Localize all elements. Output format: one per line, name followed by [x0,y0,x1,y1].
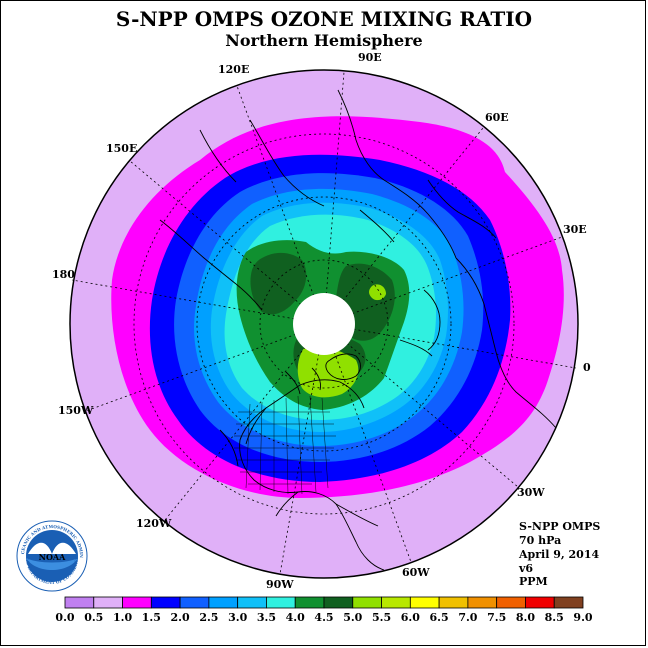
info-pressure: 70 hPa [519,534,562,547]
longitude-label: 30W [517,486,545,499]
longitude-label: 180 [52,268,75,281]
map-subtitle: Northern Hemisphere [225,31,423,50]
colorbar-tick-label: 5.5 [372,611,391,624]
coastlines [159,89,557,571]
colorbar-swatch [467,596,498,609]
info-instrument: S-NPP OMPS [519,520,601,533]
colorbar-tick-label: 9.0 [573,611,592,624]
colorbar-tick-label: 7.5 [487,611,506,624]
colorbar-tick-label: 5.0 [343,611,362,624]
colorbar-swatch [438,596,469,609]
colorbar-tick-label: 6.0 [401,611,420,624]
info-units: PPM [519,575,548,588]
colorbar-tick-label: 6.5 [430,611,449,624]
graticule [71,71,577,575]
longitude-label: 150E [106,142,137,155]
colorbar-swatch [122,596,152,609]
longitude-labels: 90E 60E 30E 0 30W 60W 90W 120W 150W 180 150E 120E [52,51,591,591]
colorbar-swatch [294,596,325,609]
colorbar-swatch [150,596,181,609]
colorbar-swatch [381,596,411,609]
colorbar-tick-label: 8.5 [545,611,564,624]
longitude-label: 90E [358,51,382,64]
colorbar-tick-label: 2.0 [171,611,190,624]
colorbar-swatch [266,596,296,609]
us-grid [234,395,336,495]
colorbar-tick-label: 1.0 [113,611,132,624]
colorbar-tick-label: 8.0 [516,611,535,624]
colorbar-swatch [237,596,267,609]
map-boundary [69,69,579,579]
info-version: v6 [519,562,534,575]
longitude-label: 120E [218,63,249,76]
colorbar: 0.0 0.5 1.0 1.5 2.0 2.5 3.0 3.5 4.0 4.5 5.0 5.5 6.0 6… [55,596,593,624]
colorbar-tick-label: 7.0 [458,611,477,624]
colorbar-swatch [553,596,584,609]
colorbar-swatch [93,596,123,609]
colorbar-swatch [525,596,555,609]
colorbar-tick-label: 4.5 [314,611,333,624]
svg-text:NOAA: NOAA [39,552,66,562]
colorbar-tick-label: 0.0 [55,611,74,624]
band-5.0-5.5-patch [369,284,386,301]
map-title: S-NPP OMPS OZONE MIXING RATIO [115,7,533,31]
colorbar-tick-label: 4.0 [286,611,305,624]
colorbar-swatch [64,596,95,609]
colorbar-tick-label: 0.5 [84,611,103,624]
colorbar-swatch [352,596,382,609]
longitude-label: 30E [563,223,587,236]
info-date: April 9, 2014 [519,548,600,561]
longitude-label: 0 [583,361,591,374]
longitude-label: 150W [58,404,94,417]
colorbar-swatch [179,596,210,609]
longitude-label: 120W [136,517,172,530]
longitude-label: 90W [266,578,294,591]
colorbar-swatch [323,596,354,609]
colorbar-tick-label: 2.5 [199,611,218,624]
colorbar-tick-label: 3.0 [228,611,247,624]
longitude-label: 60E [485,111,509,124]
colorbar-tick-label: 3.5 [257,611,276,624]
band-4.5-5.0-west [250,252,307,315]
colorbar-swatch [409,596,440,609]
noaa-logo: NOAA NATIONAL OCEANIC AND ATMOSPHERIC AD… [13,516,88,592]
colorbar-swatch [208,596,239,609]
polar-cap-no-data [293,293,355,355]
colorbar-swatch [496,596,526,609]
colorbar-tick-label: 1.5 [142,611,161,624]
longitude-label: 60W [402,566,430,579]
